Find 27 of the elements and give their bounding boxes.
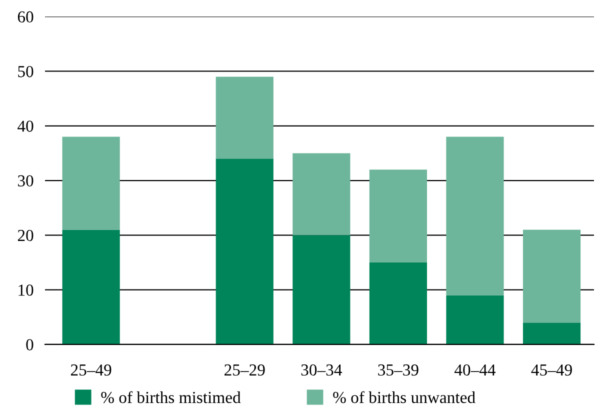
bar — [446, 295, 504, 344]
y-tick-label: 40 — [18, 120, 34, 132]
y-tick-label: 50 — [18, 66, 34, 78]
bar — [62, 136, 120, 230]
bar — [216, 76, 274, 159]
bar — [522, 322, 581, 344]
bar — [62, 230, 120, 344]
bar — [446, 136, 504, 296]
bar — [292, 235, 350, 344]
bar — [216, 158, 274, 344]
y-tick-label: 0 — [26, 339, 34, 350]
x-tick-label: 25–29 — [224, 364, 265, 376]
legend-label: % of births mistimed — [101, 391, 241, 404]
bar — [369, 262, 427, 344]
bar — [369, 170, 427, 262]
bar — [292, 153, 350, 236]
x-tick-label: 25–49 — [70, 364, 112, 376]
y-tick-label: 10 — [18, 284, 34, 296]
y-tick-label: 60 — [18, 11, 34, 23]
y-tick-label: 30 — [18, 175, 34, 186]
x-tick-label: 30–34 — [301, 364, 342, 376]
legend-label: % of births unwanted — [333, 391, 476, 404]
x-tick-label: 40–44 — [454, 364, 496, 376]
y-tick-label: 20 — [18, 230, 34, 242]
x-tick-label: 35–39 — [378, 364, 418, 376]
bar — [522, 230, 581, 323]
x-tick-label: 45–49 — [531, 364, 572, 376]
